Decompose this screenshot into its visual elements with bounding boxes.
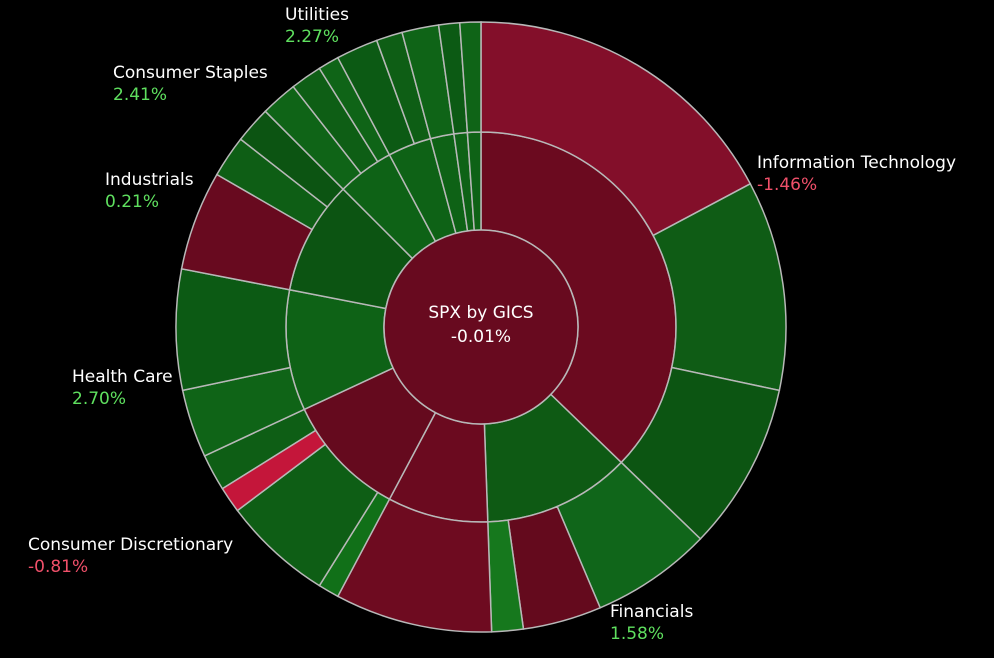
sector-value: 0.21%: [105, 192, 159, 212]
sector-value: 1.58%: [610, 624, 664, 644]
sector-label: Industrials: [105, 170, 194, 190]
sector-value: -1.46%: [757, 175, 817, 195]
sector-label: Consumer Staples: [113, 63, 268, 83]
center-value: -0.01%: [451, 327, 511, 347]
sector-value: 2.27%: [285, 27, 339, 47]
sector-value: -0.81%: [28, 557, 88, 577]
rings: [175, 21, 787, 633]
sector-label: Financials: [610, 602, 693, 622]
sub-sector: [458, 21, 482, 134]
center: [383, 229, 579, 425]
sector-label: Information Technology: [757, 153, 956, 173]
sector-value: 2.41%: [113, 85, 167, 105]
sector-label: Consumer Discretionary: [28, 535, 233, 555]
sector-label: Health Care: [72, 367, 173, 387]
sector-value: 2.70%: [72, 389, 126, 409]
chart-title: SPX by GICS: [428, 303, 533, 323]
sector-label: Utilities: [285, 5, 349, 25]
